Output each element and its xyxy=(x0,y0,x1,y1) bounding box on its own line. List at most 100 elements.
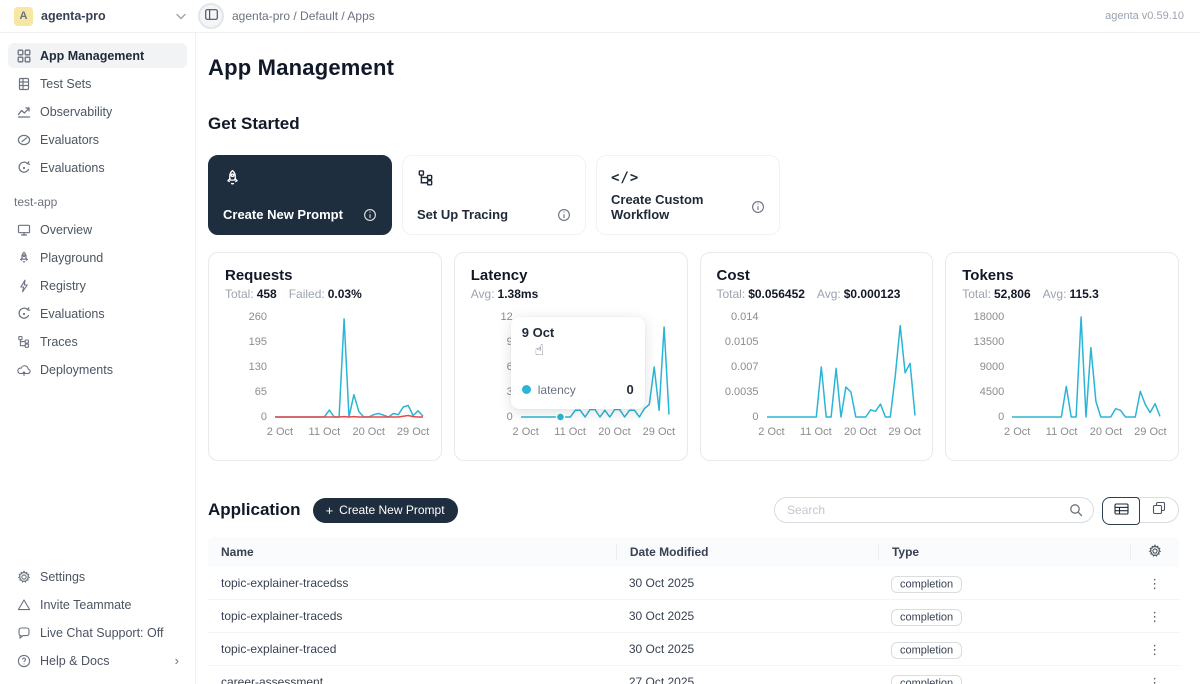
search-input[interactable] xyxy=(787,503,1069,517)
row-menu-icon[interactable]: ⋮ xyxy=(1148,641,1162,657)
y-axis-tick: 0.0105 xyxy=(724,336,759,348)
x-axis-tick: 2 Oct xyxy=(512,426,539,438)
workspace-selector[interactable]: A agenta-pro xyxy=(0,0,196,32)
y-axis-tick: 260 xyxy=(248,311,267,323)
info-icon[interactable] xyxy=(751,200,765,214)
info-icon[interactable] xyxy=(363,208,377,222)
x-axis-tick: 11 Oct xyxy=(800,426,832,438)
applications-table: Name Date Modified Type topic-explainer-… xyxy=(208,537,1179,684)
y-axis-tick: 195 xyxy=(248,336,267,348)
cost-chart[interactable]: 0 0.0035 0.007 0.0105 0.014 2 Oct 11 Oct 20 Oct… xyxy=(717,309,921,445)
search-icon[interactable] xyxy=(1069,503,1083,517)
latency-chart[interactable]: 0 3 6 9 12 2 Oct 11 Oct 20 Oct 29 Oct xyxy=(471,309,676,445)
test-sets-icon xyxy=(16,76,31,91)
chart-title: Cost xyxy=(716,267,750,284)
sidebar-item-settings[interactable]: Settings xyxy=(8,564,187,589)
cost-card: Cost Total: $0.056452 Avg: $0.000123 0 0.003… xyxy=(699,252,934,461)
type-badge: completion xyxy=(890,641,963,659)
app-name[interactable]: topic-explainer-tracedss xyxy=(221,576,349,590)
plus-icon: + xyxy=(325,502,334,518)
sidebar-item-playground[interactable]: Playground xyxy=(8,245,187,270)
tokens-chart[interactable]: 0 4500 9000 13500 18000 2 Oct 11 Oct 20 Oct 29 O… xyxy=(962,309,1167,445)
triangle-icon xyxy=(16,597,31,612)
sidebar-item-label: Settings xyxy=(40,569,86,584)
info-icon[interactable] xyxy=(557,208,571,222)
sidebar-item-label: Overview xyxy=(40,222,93,237)
main-content: App Management Get Started Create New Pr… xyxy=(196,33,1200,684)
y-axis-tick: 130 xyxy=(248,361,267,373)
create-custom-workflow-card[interactable]: </> Create Custom Workflow xyxy=(596,155,780,235)
column-header-date-modified[interactable]: Date Modified xyxy=(615,544,878,560)
app-name[interactable]: topic-explainer-traced xyxy=(221,642,337,656)
chart-stat: Total: 52,806 xyxy=(962,287,1031,301)
table-row[interactable]: career-assessment 27 Oct 2025 completion… xyxy=(208,666,1179,684)
sidebar-item-label: Invite Teammate xyxy=(40,597,132,612)
requests-chart[interactable]: 0 65 130 195 260 2 Oct 11 Oct 20 Oct 29 Oct xyxy=(225,309,430,445)
x-axis-tick: 11 Oct xyxy=(308,426,341,438)
table-header: Name Date Modified Type xyxy=(208,537,1179,567)
app-name[interactable]: career-assessment xyxy=(221,675,324,684)
date-modified: 27 Oct 2025 xyxy=(628,675,695,684)
x-axis-tick: 20 Oct xyxy=(598,426,631,438)
table-row[interactable]: topic-explainer-traceds 30 Oct 2025 comp… xyxy=(208,600,1179,633)
row-menu-icon[interactable]: ⋮ xyxy=(1148,575,1162,591)
x-axis-tick: 20 Oct xyxy=(844,426,877,438)
tree-icon xyxy=(16,334,31,349)
create-new-prompt-card[interactable]: Create New Prompt xyxy=(208,155,392,235)
create-new-prompt-button[interactable]: + Create New Prompt xyxy=(312,497,458,523)
chevron-down-icon xyxy=(176,13,186,20)
button-label: Create New Prompt xyxy=(339,503,445,517)
sidebar-item-invite-teammate[interactable]: Invite Teammate xyxy=(8,592,187,617)
sidebar-item-evaluations-app[interactable]: Evaluations xyxy=(8,301,187,326)
table-settings-gear-icon[interactable] xyxy=(1148,543,1162,561)
requests-card: Requests Total: 458 Failed: 0.03% 0 65 130 195… xyxy=(208,252,442,461)
tooltip-series-label: latency xyxy=(537,382,576,397)
tree-icon xyxy=(417,168,437,188)
set-up-tracing-card[interactable]: Set Up Tracing xyxy=(402,155,586,235)
sidebar-item-evaluators[interactable]: Evaluators xyxy=(8,127,187,152)
y-axis-tick: 65 xyxy=(254,386,267,398)
x-axis-tick: 2 Oct xyxy=(758,426,785,438)
chart-stat: Total: 458 xyxy=(225,287,277,301)
refresh-icon xyxy=(16,306,31,321)
breadcrumb[interactable]: agenta-pro / Default / Apps xyxy=(232,9,375,23)
sidebar-item-help-docs[interactable]: Help & Docs › xyxy=(8,648,187,673)
table-view-button[interactable] xyxy=(1102,497,1140,525)
sidebar-item-overview[interactable]: Overview xyxy=(8,217,187,242)
rocket-icon xyxy=(16,250,31,265)
monitor-icon xyxy=(16,222,31,237)
sidebar-item-observability[interactable]: Observability xyxy=(8,99,187,124)
tooltip-series-row: latency 0 xyxy=(521,382,634,397)
y-axis-tick: 0.0035 xyxy=(724,386,759,398)
sidebar-item-live-chat[interactable]: Live Chat Support: Off xyxy=(8,620,187,645)
code-icon: </> xyxy=(611,170,640,186)
table-row[interactable]: topic-explainer-tracedss 30 Oct 2025 com… xyxy=(208,567,1179,600)
workspace-avatar: A xyxy=(14,6,33,26)
sidebar-item-deployments[interactable]: Deployments xyxy=(8,357,187,382)
y-axis-tick: 0 xyxy=(260,411,267,423)
sidebar-collapse-button[interactable] xyxy=(198,3,224,29)
column-header-type[interactable]: Type xyxy=(877,544,1130,560)
y-axis-tick: 18000 xyxy=(973,311,1005,323)
view-toggle xyxy=(1102,497,1179,525)
sidebar-item-app-management[interactable]: App Management xyxy=(8,43,187,68)
sidebar-item-label: Registry xyxy=(40,278,86,293)
x-axis-tick: 11 Oct xyxy=(554,426,586,438)
trend-chart-icon xyxy=(16,104,31,119)
app-name[interactable]: topic-explainer-traceds xyxy=(221,609,343,623)
chart-stats: Total: $0.056452 Avg: $0.000123 xyxy=(717,287,917,301)
y-axis-tick: 9 xyxy=(506,336,513,348)
chart-title: Latency xyxy=(470,267,528,284)
table-row[interactable]: topic-explainer-traced 30 Oct 2025 compl… xyxy=(208,633,1179,666)
version-label: agenta v0.59.10 xyxy=(1105,10,1184,22)
row-menu-icon[interactable]: ⋮ xyxy=(1148,674,1162,684)
sidebar-item-registry[interactable]: Registry xyxy=(8,273,187,298)
tokens-card: Tokens Total: 52,806 Avg: 115.3 0 4500 9000 13… xyxy=(945,252,1179,461)
card-view-button[interactable] xyxy=(1140,498,1178,522)
column-header-name[interactable]: Name xyxy=(221,545,254,559)
sidebar-item-test-sets[interactable]: Test Sets xyxy=(8,71,187,96)
sidebar-item-evaluations[interactable]: Evaluations xyxy=(8,155,187,180)
sidebar-item-traces[interactable]: Traces xyxy=(8,329,187,354)
y-axis-tick: 13500 xyxy=(973,336,1005,348)
row-menu-icon[interactable]: ⋮ xyxy=(1148,608,1162,624)
